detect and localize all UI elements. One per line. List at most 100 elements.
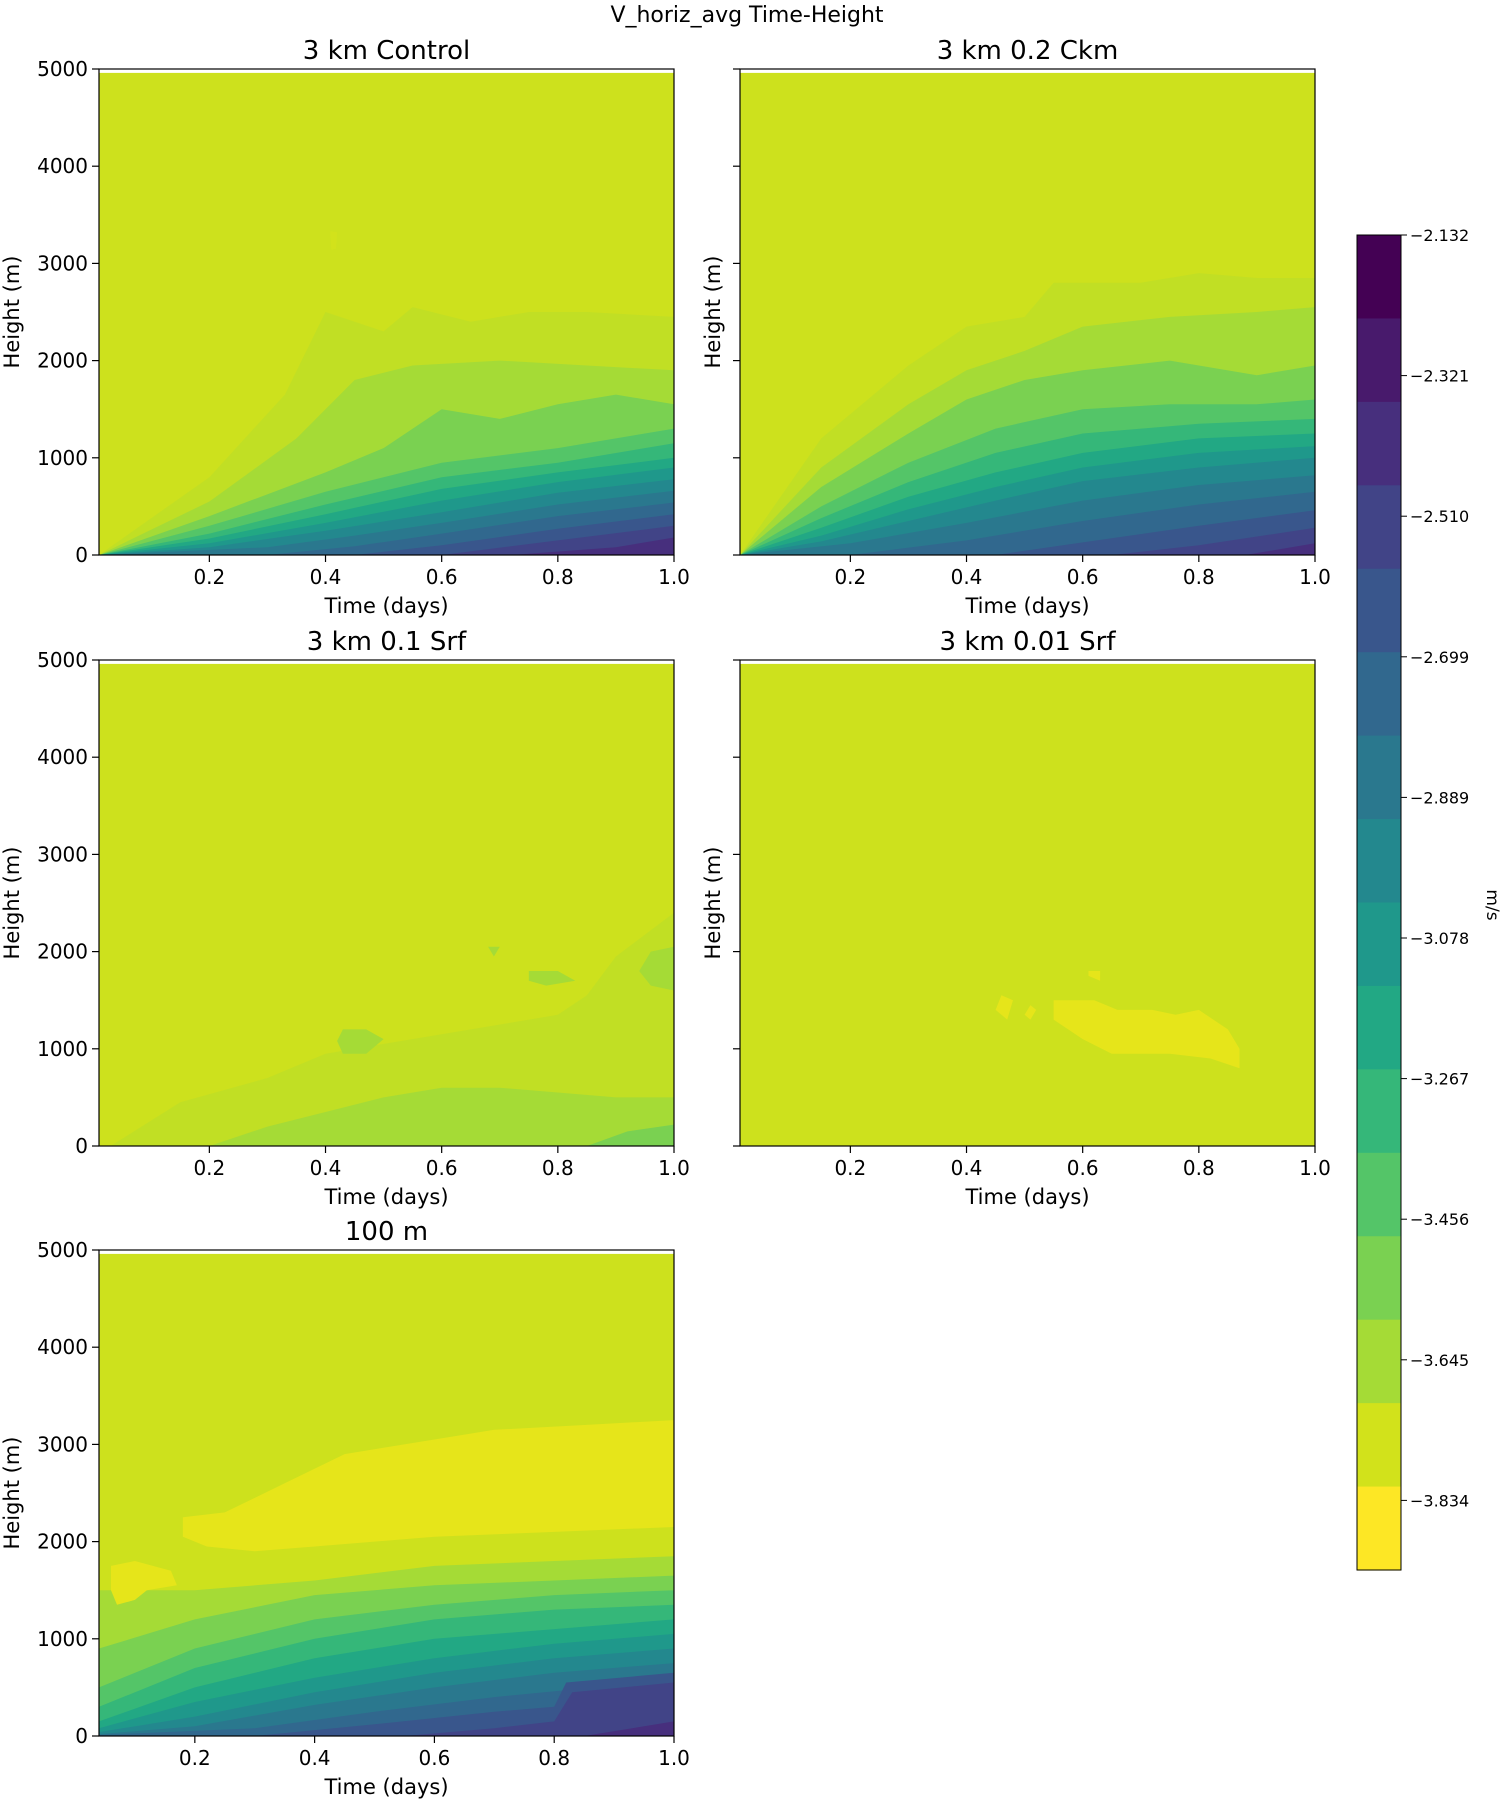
colorbar-level [1357,318,1401,403]
axes-frame [739,659,1316,1147]
contour-band [584,1721,674,1736]
contour-band [404,1682,674,1736]
contour-band [1245,543,1315,555]
contour-patch [1024,1005,1037,1020]
contour-band [1111,527,1315,555]
y-tick-label: 3000 [37,251,88,275]
colorbar-label: m/s [1482,889,1500,920]
x-tick-label: 0.4 [310,1156,342,1180]
subplot-5: 100 m 0.2 0.4 0.6 0.8 1.0 Time (days) 0 1000 2000… [0,1217,690,1799]
contour-patch [182,1420,674,1552]
contour-patch [639,946,674,991]
colorbar-level [1357,985,1401,1070]
axes-frame [739,68,1316,556]
contour-band [209,1087,674,1146]
x-tick-label: 0.4 [299,1746,331,1770]
subplot-title: 3 km 0.01 Srf [940,627,1117,657]
contour-patch [995,995,1013,1020]
x-axis-label: Time (days) [964,594,1089,618]
x-tick-label: 0.8 [542,1156,574,1180]
x-tick-label: 0.6 [426,1156,458,1180]
x-tick-label: 0.2 [193,565,225,589]
colorbar-level [1357,1236,1401,1321]
colorbar-level [1357,1403,1401,1488]
x-tick-label: 0.6 [426,565,458,589]
y-axis-label: Height (m) [701,256,725,369]
colorbar-level [1357,568,1401,653]
axes-frame [98,1249,675,1737]
colorbar-tick-label: −3.267 [1410,1070,1469,1089]
subplot-title: 100 m [345,1217,428,1247]
y-tick-label: 5000 [37,648,88,672]
x-axis-label: Time (days) [323,1185,448,1209]
x-tick-label: 0.2 [193,1156,225,1180]
contour-patch [528,971,576,986]
y-tick-label: 3000 [37,1432,88,1456]
contour-patch [488,946,500,957]
colorbar-tick-label: −2.321 [1410,367,1469,386]
y-axis-label: Height (m) [0,847,24,960]
x-tick-label: 0.2 [179,1746,211,1770]
colorbar-level [1357,1069,1401,1154]
figure-title: V_horiz_avg Time-Height [610,3,883,28]
contour-band [511,537,674,555]
contour-patch [330,231,338,250]
y-tick-label: 4000 [37,745,88,769]
y-tick-label: 5000 [37,57,88,81]
contour-patch [111,1561,177,1605]
x-tick-label: 0.8 [1183,1156,1215,1180]
x-tick-label: 1.0 [1299,565,1331,589]
x-tick-label: 0.4 [951,1156,983,1180]
y-axis-label: Height (m) [0,256,24,369]
x-tick-label: 0.6 [419,1746,451,1770]
x-tick-label: 1.0 [658,1746,690,1770]
subplot-title: 3 km Control [303,36,470,66]
x-tick-label: 0.2 [834,565,866,589]
colorbar-level [1357,819,1401,904]
y-tick-label: 1000 [37,446,88,470]
contour-band [110,912,674,1146]
x-tick-label: 0.8 [1183,565,1215,589]
x-axis-label: Time (days) [964,1185,1089,1209]
x-tick-label: 1.0 [658,1156,690,1180]
y-tick-label: 0 [75,543,88,567]
y-axis-label: Height (m) [701,847,725,960]
subplot-title: 3 km 0.1 Srf [307,627,467,657]
axes-frame [98,659,675,1147]
x-axis-label: Time (days) [323,1775,448,1799]
x-axis-label: Time (days) [323,594,448,618]
y-axis-label: Height (m) [0,1437,24,1550]
y-tick-label: 0 [75,1724,88,1748]
colorbar-level [1357,401,1401,486]
y-tick-label: 2000 [37,1530,88,1554]
colorbar: −2.132 −2.321 −2.510 −2.699 −2.889 −3.078 −3.2… [1356,226,1500,1571]
colorbar-tick-label: −2.699 [1410,648,1469,667]
subplot-title: 3 km 0.2 Ckm [937,36,1119,66]
colorbar-tick-label: −3.078 [1410,929,1469,948]
y-tick-label: 1000 [37,1627,88,1651]
y-tick-label: 2000 [37,940,88,964]
colorbar-tick-label: −2.510 [1410,507,1469,526]
subplot-4: 3 km 0.01 Srf 0.2 0.4 0.6 0.8 1.0 Time (days) H… [701,627,1331,1209]
y-tick-label: 5000 [37,1238,88,1262]
contour-field [99,1253,674,1736]
subplot-1: 3 km Control 0.2 0.4 0.6 0.8 1.0 Time (days) 0 1… [0,36,690,618]
x-tick-label: 1.0 [1299,1156,1331,1180]
subplot-3: 3 km 0.1 Srf 0.2 0.4 0.6 0.8 1.0 Time (days) 0 1… [0,627,690,1209]
y-tick-label: 4000 [37,154,88,178]
colorbar-tick-label: −3.456 [1410,1210,1469,1229]
contour-field [740,663,1315,1146]
colorbar-level [1357,485,1401,570]
colorbar-level [1357,1319,1401,1404]
x-tick-label: 0.8 [542,565,574,589]
contour-band [586,1124,674,1146]
x-tick-label: 0.6 [1067,565,1099,589]
background-level [740,663,1315,1146]
colorbar-tick-label: −3.645 [1410,1351,1469,1370]
colorbar-tick-label: −3.834 [1410,1491,1469,1510]
panels: 3 km Control 0.2 0.4 0.6 0.8 1.0 Time (days) 0 1… [0,36,1331,1799]
colorbar-level [1357,652,1401,737]
axes-frame [98,68,675,556]
colorbar-tick-label: −2.889 [1410,788,1469,807]
